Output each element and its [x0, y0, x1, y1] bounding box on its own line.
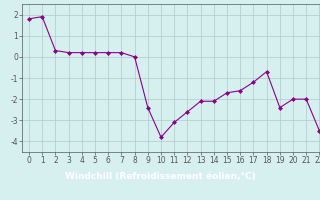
Text: Windchill (Refroidissement éolien,°C): Windchill (Refroidissement éolien,°C)	[65, 171, 255, 180]
